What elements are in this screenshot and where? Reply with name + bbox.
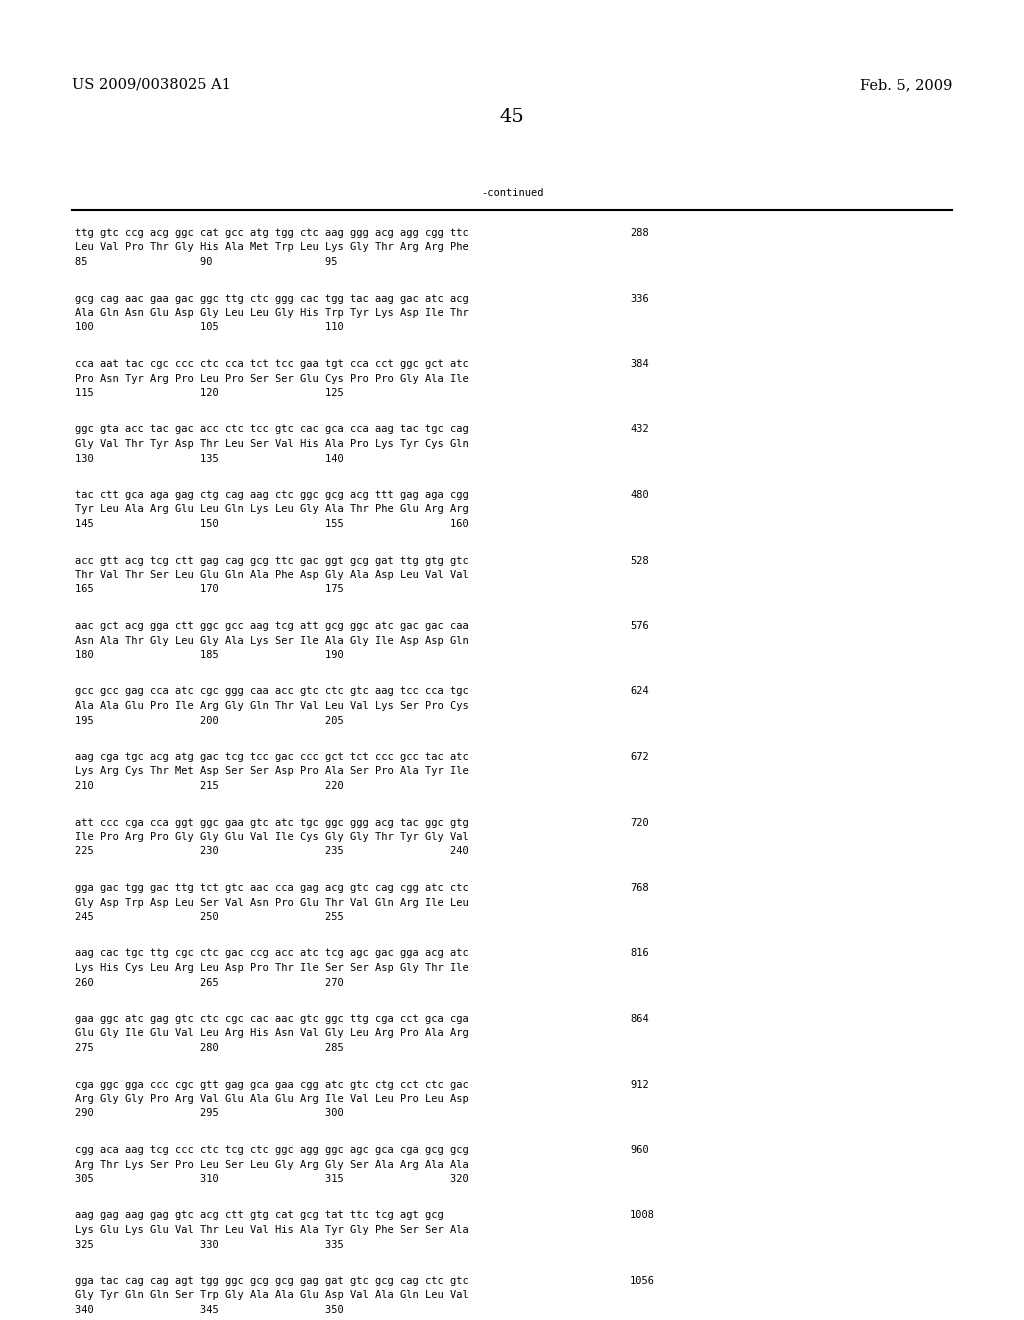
Text: Ala Ala Glu Pro Ile Arg Gly Gln Thr Val Leu Val Lys Ser Pro Cys: Ala Ala Glu Pro Ile Arg Gly Gln Thr Val … [75, 701, 469, 711]
Text: 432: 432 [630, 425, 649, 434]
Text: 130                 135                 140: 130 135 140 [75, 454, 344, 463]
Text: Lys Glu Lys Glu Val Thr Leu Val His Ala Tyr Gly Phe Ser Ser Ala: Lys Glu Lys Glu Val Thr Leu Val His Ala … [75, 1225, 469, 1236]
Text: ttg gtc ccg acg ggc cat gcc atg tgg ctc aag ggg acg agg cgg ttc: ttg gtc ccg acg ggc cat gcc atg tgg ctc … [75, 228, 469, 238]
Text: ggc gta acc tac gac acc ctc tcc gtc cac gca cca aag tac tgc cag: ggc gta acc tac gac acc ctc tcc gtc cac … [75, 425, 469, 434]
Text: Pro Asn Tyr Arg Pro Leu Pro Ser Ser Glu Cys Pro Pro Gly Ala Ile: Pro Asn Tyr Arg Pro Leu Pro Ser Ser Glu … [75, 374, 469, 384]
Text: -continued: -continued [480, 187, 544, 198]
Text: 864: 864 [630, 1014, 649, 1024]
Text: 210                 215                 220: 210 215 220 [75, 781, 344, 791]
Text: 768: 768 [630, 883, 649, 894]
Text: tac ctt gca aga gag ctg cag aag ctc ggc gcg acg ttt gag aga cgg: tac ctt gca aga gag ctg cag aag ctc ggc … [75, 490, 469, 500]
Text: 195                 200                 205: 195 200 205 [75, 715, 344, 726]
Text: 225                 230                 235                 240: 225 230 235 240 [75, 846, 469, 857]
Text: 384: 384 [630, 359, 649, 370]
Text: gga tac cag cag agt tgg ggc gcg gcg gag gat gtc gcg cag ctc gtc: gga tac cag cag agt tgg ggc gcg gcg gag … [75, 1276, 469, 1286]
Text: Arg Thr Lys Ser Pro Leu Ser Leu Gly Arg Gly Ser Ala Arg Ala Ala: Arg Thr Lys Ser Pro Leu Ser Leu Gly Arg … [75, 1159, 469, 1170]
Text: 528: 528 [630, 556, 649, 565]
Text: 325                 330                 335: 325 330 335 [75, 1239, 344, 1250]
Text: 85                  90                  95: 85 90 95 [75, 257, 338, 267]
Text: gcg cag aac gaa gac ggc ttg ctc ggg cac tgg tac aag gac atc acg: gcg cag aac gaa gac ggc ttg ctc ggg cac … [75, 293, 469, 304]
Text: gaa ggc atc gag gtc ctc cgc cac aac gtc ggc ttg cga cct gca cga: gaa ggc atc gag gtc ctc cgc cac aac gtc … [75, 1014, 469, 1024]
Text: 290                 295                 300: 290 295 300 [75, 1109, 344, 1118]
Text: Gly Val Thr Tyr Asp Thr Leu Ser Val His Ala Pro Lys Tyr Cys Gln: Gly Val Thr Tyr Asp Thr Leu Ser Val His … [75, 440, 469, 449]
Text: US 2009/0038025 A1: US 2009/0038025 A1 [72, 78, 230, 92]
Text: Leu Val Pro Thr Gly His Ala Met Trp Leu Lys Gly Thr Arg Arg Phe: Leu Val Pro Thr Gly His Ala Met Trp Leu … [75, 243, 469, 252]
Text: 45: 45 [500, 108, 524, 125]
Text: Ile Pro Arg Pro Gly Gly Glu Val Ile Cys Gly Gly Thr Tyr Gly Val: Ile Pro Arg Pro Gly Gly Glu Val Ile Cys … [75, 832, 469, 842]
Text: 275                 280                 285: 275 280 285 [75, 1043, 344, 1053]
Text: Ala Gln Asn Glu Asp Gly Leu Leu Gly His Trp Tyr Lys Asp Ile Thr: Ala Gln Asn Glu Asp Gly Leu Leu Gly His … [75, 308, 469, 318]
Text: Glu Gly Ile Glu Val Leu Arg His Asn Val Gly Leu Arg Pro Ala Arg: Glu Gly Ile Glu Val Leu Arg His Asn Val … [75, 1028, 469, 1039]
Text: 180                 185                 190: 180 185 190 [75, 649, 344, 660]
Text: Feb. 5, 2009: Feb. 5, 2009 [859, 78, 952, 92]
Text: gcc gcc gag cca atc cgc ggg caa acc gtc ctc gtc aag tcc cca tgc: gcc gcc gag cca atc cgc ggg caa acc gtc … [75, 686, 469, 697]
Text: 960: 960 [630, 1144, 649, 1155]
Text: aac gct acg gga ctt ggc gcc aag tcg att gcg ggc atc gac gac caa: aac gct acg gga ctt ggc gcc aag tcg att … [75, 620, 469, 631]
Text: 115                 120                 125: 115 120 125 [75, 388, 344, 399]
Text: 480: 480 [630, 490, 649, 500]
Text: gga gac tgg gac ttg tct gtc aac cca gag acg gtc cag cgg atc ctc: gga gac tgg gac ttg tct gtc aac cca gag … [75, 883, 469, 894]
Text: aag gag aag gag gtc acg ctt gtg cat gcg tat ttc tcg agt gcg: aag gag aag gag gtc acg ctt gtg cat gcg … [75, 1210, 443, 1221]
Text: 816: 816 [630, 949, 649, 958]
Text: 100                 105                 110: 100 105 110 [75, 322, 344, 333]
Text: Tyr Leu Ala Arg Glu Leu Gln Lys Leu Gly Ala Thr Phe Glu Arg Arg: Tyr Leu Ala Arg Glu Leu Gln Lys Leu Gly … [75, 504, 469, 515]
Text: 672: 672 [630, 752, 649, 762]
Text: 576: 576 [630, 620, 649, 631]
Text: Gly Asp Trp Asp Leu Ser Val Asn Pro Glu Thr Val Gln Arg Ile Leu: Gly Asp Trp Asp Leu Ser Val Asn Pro Glu … [75, 898, 469, 908]
Text: 720: 720 [630, 817, 649, 828]
Text: att ccc cga cca ggt ggc gaa gtc atc tgc ggc ggg acg tac ggc gtg: att ccc cga cca ggt ggc gaa gtc atc tgc … [75, 817, 469, 828]
Text: Thr Val Thr Ser Leu Glu Gln Ala Phe Asp Gly Ala Asp Leu Val Val: Thr Val Thr Ser Leu Glu Gln Ala Phe Asp … [75, 570, 469, 579]
Text: Gly Tyr Gln Gln Ser Trp Gly Ala Ala Glu Asp Val Ala Gln Leu Val: Gly Tyr Gln Gln Ser Trp Gly Ala Ala Glu … [75, 1291, 469, 1300]
Text: aag cac tgc ttg cgc ctc gac ccg acc atc tcg agc gac gga acg atc: aag cac tgc ttg cgc ctc gac ccg acc atc … [75, 949, 469, 958]
Text: Asn Ala Thr Gly Leu Gly Ala Lys Ser Ile Ala Gly Ile Asp Asp Gln: Asn Ala Thr Gly Leu Gly Ala Lys Ser Ile … [75, 635, 469, 645]
Text: 145                 150                 155                 160: 145 150 155 160 [75, 519, 469, 529]
Text: 1008: 1008 [630, 1210, 655, 1221]
Text: 165                 170                 175: 165 170 175 [75, 585, 344, 594]
Text: acc gtt acg tcg ctt gag cag gcg ttc gac ggt gcg gat ttg gtg gtc: acc gtt acg tcg ctt gag cag gcg ttc gac … [75, 556, 469, 565]
Text: Lys Arg Cys Thr Met Asp Ser Ser Asp Pro Ala Ser Pro Ala Tyr Ile: Lys Arg Cys Thr Met Asp Ser Ser Asp Pro … [75, 767, 469, 776]
Text: 260                 265                 270: 260 265 270 [75, 978, 344, 987]
Text: Lys His Cys Leu Arg Leu Asp Pro Thr Ile Ser Ser Asp Gly Thr Ile: Lys His Cys Leu Arg Leu Asp Pro Thr Ile … [75, 964, 469, 973]
Text: 340                 345                 350: 340 345 350 [75, 1305, 344, 1315]
Text: 912: 912 [630, 1080, 649, 1089]
Text: 336: 336 [630, 293, 649, 304]
Text: 624: 624 [630, 686, 649, 697]
Text: cga ggc gga ccc cgc gtt gag gca gaa cgg atc gtc ctg cct ctc gac: cga ggc gga ccc cgc gtt gag gca gaa cgg … [75, 1080, 469, 1089]
Text: cca aat tac cgc ccc ctc cca tct tcc gaa tgt cca cct ggc gct atc: cca aat tac cgc ccc ctc cca tct tcc gaa … [75, 359, 469, 370]
Text: cgg aca aag tcg ccc ctc tcg ctc ggc agg ggc agc gca cga gcg gcg: cgg aca aag tcg ccc ctc tcg ctc ggc agg … [75, 1144, 469, 1155]
Text: 245                 250                 255: 245 250 255 [75, 912, 344, 921]
Text: 1056: 1056 [630, 1276, 655, 1286]
Text: 305                 310                 315                 320: 305 310 315 320 [75, 1173, 469, 1184]
Text: Arg Gly Gly Pro Arg Val Glu Ala Glu Arg Ile Val Leu Pro Leu Asp: Arg Gly Gly Pro Arg Val Glu Ala Glu Arg … [75, 1094, 469, 1104]
Text: aag cga tgc acg atg gac tcg tcc gac ccc gct tct ccc gcc tac atc: aag cga tgc acg atg gac tcg tcc gac ccc … [75, 752, 469, 762]
Text: 288: 288 [630, 228, 649, 238]
